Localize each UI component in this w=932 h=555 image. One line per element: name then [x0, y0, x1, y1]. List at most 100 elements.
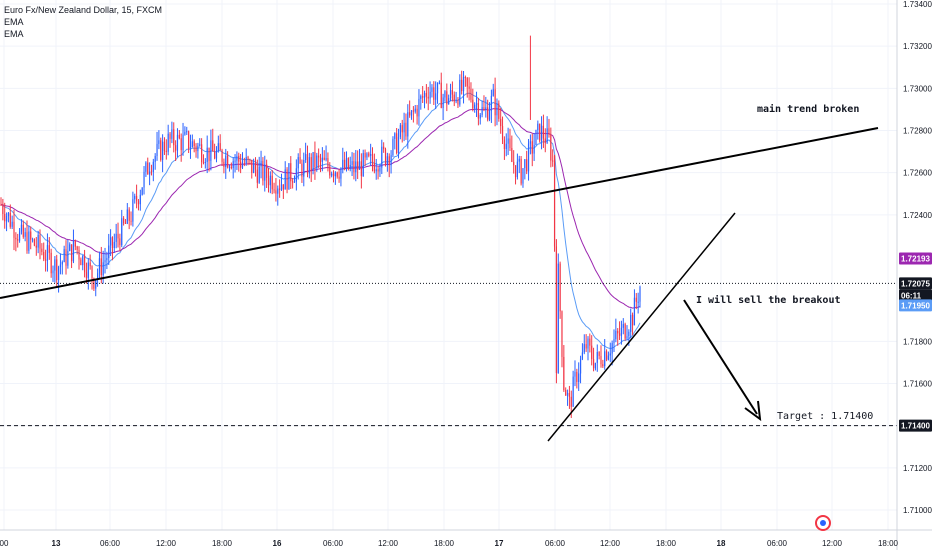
candle-body — [167, 133, 169, 152]
candle-body — [83, 255, 86, 273]
ema-slow-price-label: 1.72193 — [901, 254, 930, 263]
candle-body — [344, 159, 346, 169]
legend-symbol[interactable]: Euro Fx/New Zealand Dollar, 15, FXCM — [4, 5, 163, 15]
candle-body — [594, 362, 597, 369]
candle-body — [407, 112, 409, 137]
price-tick-label: 1.73200 — [903, 42, 932, 51]
candle-body — [329, 166, 331, 176]
candle-body — [565, 389, 567, 396]
candle-body — [609, 353, 611, 356]
candle-body — [448, 98, 450, 105]
candle-body — [188, 131, 190, 149]
candle-body — [201, 144, 203, 163]
candle-body — [628, 331, 630, 337]
candle-body — [633, 297, 636, 326]
candle-body — [351, 161, 353, 165]
candle-body — [275, 190, 277, 194]
time-tick-label: 06:00 — [323, 539, 344, 548]
candle-body — [247, 157, 249, 160]
candle-body — [494, 89, 496, 116]
candle-body — [522, 168, 524, 184]
candle-body — [184, 131, 186, 135]
candle-body — [540, 125, 543, 141]
candle-body — [574, 371, 576, 377]
candle-body — [485, 107, 487, 111]
candle-body — [396, 133, 398, 154]
candle-body — [109, 237, 112, 246]
candle-body — [318, 155, 320, 158]
candle-body — [526, 159, 528, 172]
candle-body — [2, 204, 4, 214]
candle-body — [35, 245, 37, 248]
candle-body — [186, 131, 188, 133]
candle-body — [527, 143, 530, 172]
price-tick-label: 1.73400 — [903, 0, 932, 9]
candle-body — [54, 259, 56, 271]
candle-body — [260, 160, 262, 167]
candle-body — [225, 155, 227, 168]
candle-body — [215, 150, 218, 159]
time-tick-label: 18:00 — [656, 539, 677, 548]
candle-body — [5, 216, 8, 222]
candle-body — [423, 92, 426, 98]
price-axis[interactable]: 1.73400 1.73200 1.73000 1.72800 1.72600 1.724… — [896, 0, 932, 550]
candle-body — [483, 107, 485, 111]
legend-ema-fast[interactable]: EMA — [4, 17, 24, 27]
tradingview-logo[interactable] — [815, 515, 831, 531]
candle-body — [388, 156, 390, 166]
candle-body — [418, 98, 420, 117]
candle-body — [124, 223, 127, 225]
candle-body — [254, 162, 257, 170]
candle-body — [552, 160, 554, 162]
candle-body — [377, 169, 379, 172]
price-tick-label: 1.73000 — [903, 84, 932, 93]
candle-body — [132, 199, 134, 222]
candle-body — [251, 159, 253, 173]
candle-body — [98, 258, 101, 274]
price-tick-label: 1.72600 — [903, 169, 932, 178]
legend-ema-slow[interactable]: EMA — [4, 29, 24, 39]
candle-body — [591, 345, 593, 360]
candle-body — [299, 157, 301, 164]
candle-body — [327, 158, 329, 167]
candle-body — [182, 134, 184, 151]
candle-body — [197, 145, 199, 152]
candle-body — [241, 163, 244, 168]
candle-body — [17, 239, 19, 241]
time-axis[interactable]: 00 13 06:00 12:00 18:00 16 06:00 12:00 18:00 17 06… — [0, 529, 932, 548]
candle-body — [0, 204, 2, 206]
candle-body — [217, 143, 219, 151]
candle-body — [316, 155, 318, 168]
support-trendline — [547, 212, 736, 442]
candle-body — [106, 258, 108, 261]
candle-body — [121, 218, 123, 246]
candle-body — [592, 359, 595, 369]
candle-body — [516, 161, 519, 178]
candle-body — [154, 155, 156, 162]
candle-body — [410, 110, 413, 116]
candle-body — [232, 161, 234, 169]
candle-body — [249, 159, 251, 161]
candle-body — [210, 140, 212, 161]
candle-body — [204, 161, 206, 164]
candle-body — [219, 143, 221, 151]
candle-body — [514, 165, 517, 178]
candle-body — [422, 96, 424, 98]
drawings[interactable] — [0, 127, 897, 442]
candle-body — [505, 143, 507, 150]
candle-body — [59, 264, 62, 267]
price-tick-label: 1.71000 — [903, 506, 932, 515]
candle-body — [639, 286, 641, 302]
candle-body — [585, 344, 587, 349]
candle-body — [605, 351, 608, 360]
candle-body — [332, 173, 335, 177]
candle-body — [453, 94, 455, 102]
candle-body — [459, 79, 461, 105]
candle-body — [477, 103, 479, 119]
ema-slow-price-label-bg — [899, 252, 932, 265]
candle-body — [553, 155, 556, 247]
candle-body — [409, 112, 411, 116]
candle-body — [102, 262, 104, 276]
legend: Euro Fx/New Zealand Dollar, 15, FXCM EMA… — [4, 4, 162, 40]
